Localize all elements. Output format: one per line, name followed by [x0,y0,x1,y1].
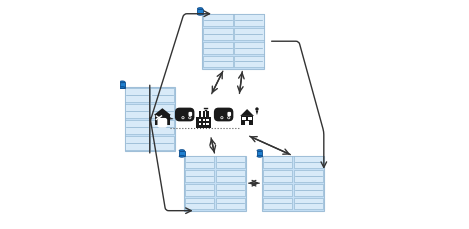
FancyBboxPatch shape [197,9,203,14]
Circle shape [255,107,259,111]
FancyBboxPatch shape [234,14,264,26]
Ellipse shape [197,13,203,15]
FancyBboxPatch shape [185,170,214,182]
FancyBboxPatch shape [187,111,194,119]
FancyBboxPatch shape [151,120,174,134]
FancyBboxPatch shape [203,28,233,40]
FancyBboxPatch shape [203,14,233,26]
Ellipse shape [179,150,185,152]
FancyBboxPatch shape [175,108,195,121]
FancyBboxPatch shape [242,117,246,120]
Circle shape [182,117,184,119]
FancyBboxPatch shape [199,119,201,121]
Ellipse shape [120,81,125,83]
FancyBboxPatch shape [227,112,231,116]
FancyBboxPatch shape [216,184,245,196]
FancyBboxPatch shape [226,111,233,119]
FancyBboxPatch shape [125,87,175,151]
Circle shape [227,117,230,119]
FancyBboxPatch shape [294,170,323,182]
FancyBboxPatch shape [263,198,292,209]
FancyBboxPatch shape [185,198,214,209]
FancyBboxPatch shape [216,156,245,168]
FancyBboxPatch shape [206,119,209,121]
FancyBboxPatch shape [245,121,249,125]
FancyBboxPatch shape [125,88,149,102]
FancyBboxPatch shape [203,111,205,117]
FancyBboxPatch shape [294,156,323,168]
FancyBboxPatch shape [263,184,292,196]
Ellipse shape [179,155,185,157]
Ellipse shape [197,8,203,10]
FancyBboxPatch shape [203,119,205,121]
FancyBboxPatch shape [294,184,323,196]
FancyBboxPatch shape [294,198,323,209]
FancyBboxPatch shape [216,170,245,182]
FancyBboxPatch shape [263,170,292,182]
Ellipse shape [120,87,125,89]
FancyBboxPatch shape [206,111,209,117]
FancyBboxPatch shape [216,198,245,209]
Circle shape [189,117,191,119]
Polygon shape [154,108,171,115]
Ellipse shape [257,150,263,152]
FancyBboxPatch shape [241,116,253,125]
FancyBboxPatch shape [214,108,234,121]
FancyBboxPatch shape [203,56,233,67]
FancyBboxPatch shape [179,151,185,156]
FancyBboxPatch shape [125,136,149,150]
FancyBboxPatch shape [206,123,209,125]
FancyBboxPatch shape [203,123,205,125]
FancyBboxPatch shape [185,184,214,196]
Polygon shape [240,109,254,116]
FancyBboxPatch shape [203,14,264,69]
FancyBboxPatch shape [151,104,174,118]
FancyBboxPatch shape [120,82,125,87]
FancyBboxPatch shape [257,151,263,156]
FancyBboxPatch shape [189,112,192,116]
FancyBboxPatch shape [151,88,174,102]
FancyBboxPatch shape [263,156,292,168]
FancyBboxPatch shape [234,42,264,54]
FancyBboxPatch shape [196,117,211,128]
FancyBboxPatch shape [125,120,149,134]
FancyBboxPatch shape [151,136,174,150]
Circle shape [221,117,223,119]
FancyBboxPatch shape [125,104,149,118]
FancyBboxPatch shape [185,156,214,168]
FancyBboxPatch shape [234,28,264,40]
FancyBboxPatch shape [199,111,201,117]
FancyBboxPatch shape [203,42,233,54]
Polygon shape [256,111,258,115]
FancyBboxPatch shape [155,115,170,125]
FancyBboxPatch shape [184,156,246,211]
FancyBboxPatch shape [199,123,201,125]
Ellipse shape [257,155,263,157]
FancyBboxPatch shape [249,117,252,120]
FancyBboxPatch shape [262,156,324,211]
FancyBboxPatch shape [158,118,167,128]
FancyBboxPatch shape [234,56,264,67]
